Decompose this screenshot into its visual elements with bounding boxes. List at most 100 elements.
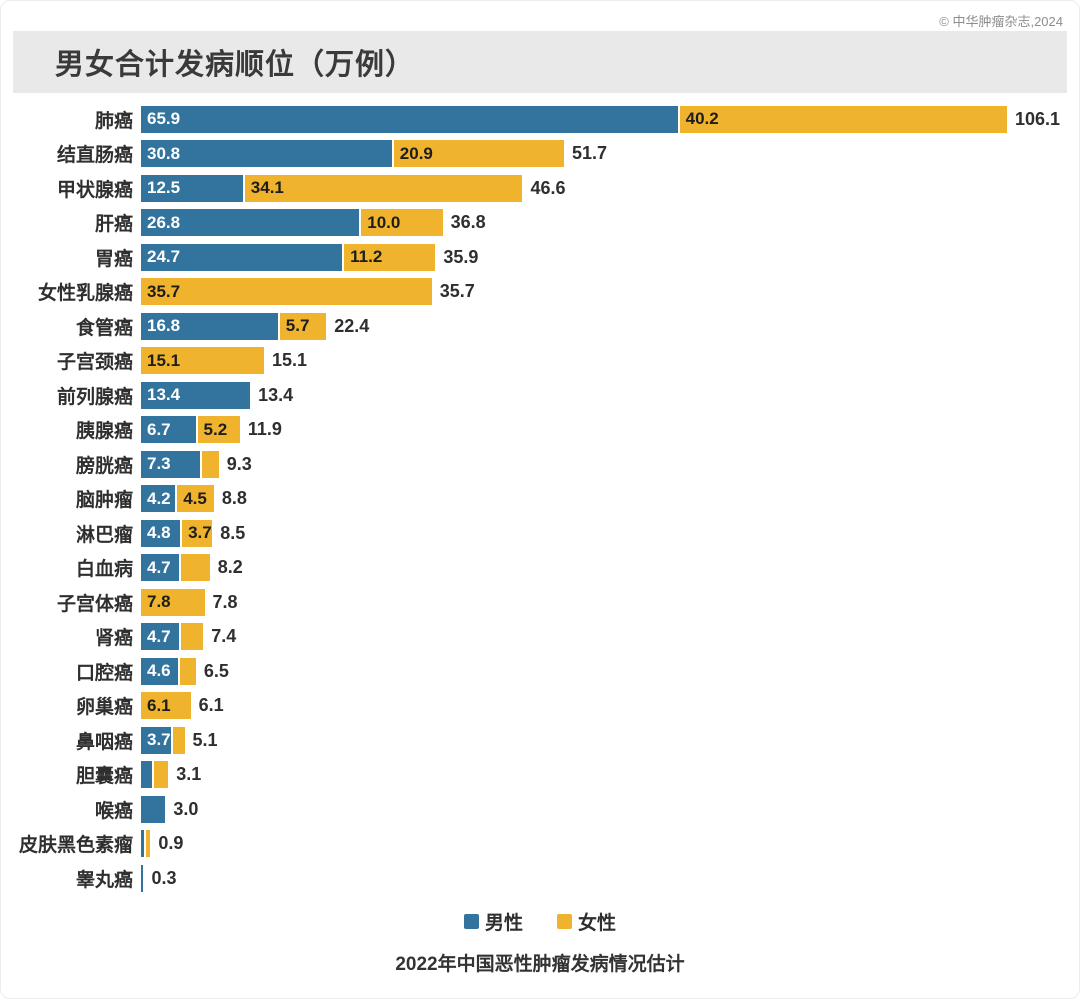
male-bar-segment-value: 6.7 [147, 419, 171, 439]
row-label: 结直肠癌 [56, 145, 133, 167]
total-value-label: 6.1 [198, 695, 224, 716]
female-bar-segment-value: 7.8 [147, 592, 171, 612]
male-bar-segment: 26.8 [141, 209, 360, 237]
row-label: 喉癌 [94, 800, 133, 822]
bar-row: 卵巢癌 6.1 6.1 [1, 689, 1079, 724]
legend-item-male: 男性 [463, 908, 523, 935]
female-bar-segment [173, 726, 185, 754]
stacked-bar [141, 830, 151, 858]
bar-row: 甲状腺癌 12.5 34.1 46.6 [1, 171, 1079, 206]
female-bar-segment [146, 830, 151, 858]
row-label: 胃癌 [94, 248, 133, 270]
male-bar-segment-value: 4.7 [147, 557, 171, 577]
female-bar-segment [202, 450, 219, 478]
total-value-label: 8.5 [220, 522, 246, 543]
chart-title: 男女合计发病顺位（万例） [55, 49, 416, 81]
female-bar-segment: 5.7 [279, 312, 327, 340]
total-value-label: 22.4 [334, 315, 370, 336]
male-bar-segment-value: 4.8 [147, 523, 171, 543]
bar-chart: 肺癌 65.9 40.2 106.1 结直肠癌 30.8 20.9 51.7 甲状腺癌 12.5 3… [1, 102, 1079, 896]
female-bar-segment: 11.2 [344, 243, 436, 271]
stacked-bar: 4.2 4.5 [141, 485, 214, 513]
male-bar-segment-value: 4.2 [147, 488, 171, 508]
female-bar-segment: 7.8 [141, 588, 205, 616]
bar-row: 肺癌 65.9 40.2 106.1 [1, 102, 1079, 137]
bar-row: 胰腺癌 6.7 5.2 11.9 [1, 413, 1079, 448]
male-bar-segment-value: 26.8 [147, 212, 181, 232]
stacked-bar: 7.3 [141, 450, 219, 478]
legend-item-female: 女性 [557, 908, 616, 935]
bar-row: 食管癌 16.8 5.7 22.4 [1, 309, 1079, 344]
bar-row: 子宫体癌 7.8 7.8 [1, 585, 1079, 620]
female-color-swatch [557, 913, 572, 929]
female-bar-segment: 5.2 [197, 416, 240, 444]
row-label: 肝癌 [94, 214, 133, 236]
total-value-label: 3.0 [173, 798, 199, 819]
male-bar-segment: 24.7 [141, 243, 343, 271]
total-value-label: 51.7 [571, 143, 608, 164]
row-label: 食管癌 [75, 317, 133, 339]
stacked-bar: 35.7 [141, 278, 432, 306]
female-bar-segment-value: 35.7 [147, 281, 181, 301]
total-value-label: 36.8 [450, 212, 486, 233]
male-bar-segment: 4.2 [141, 485, 176, 513]
male-bar-segment: 4.8 [141, 519, 181, 547]
total-value-label: 9.3 [226, 453, 252, 474]
female-bar-segment-value: 5.7 [285, 316, 310, 336]
male-bar-segment [141, 830, 145, 858]
total-value-label: 11.9 [247, 419, 282, 440]
male-bar-segment: 4.7 [141, 554, 180, 582]
female-bar-segment-value: 20.9 [399, 143, 433, 163]
legend: 男性 女性 [1, 908, 1079, 935]
total-value-label: 7.4 [211, 626, 237, 647]
legend-label-female: 女性 [578, 912, 617, 934]
male-bar-segment-value: 7.3 [147, 454, 171, 474]
stacked-bar [141, 864, 144, 892]
stacked-bar: 24.7 11.2 [141, 243, 436, 271]
bar-row: 前列腺癌 13.4 13.4 [1, 378, 1079, 413]
stacked-bar: 3.7 [141, 726, 185, 754]
female-bar-segment: 20.9 [393, 140, 564, 168]
row-label: 皮肤黑色素瘤 [18, 835, 133, 857]
stacked-bar: 30.8 20.9 [141, 140, 564, 168]
total-value-label: 35.7 [439, 281, 475, 302]
female-bar-segment-value: 10.0 [367, 212, 401, 232]
row-label: 淋巴瘤 [75, 524, 133, 546]
stacked-bar: 7.8 [141, 588, 205, 616]
female-bar-segment-value: 4.5 [183, 488, 207, 508]
stacked-bar: 13.4 [141, 381, 251, 409]
bar-row: 肝癌 26.8 10.0 36.8 [1, 206, 1079, 241]
male-bar-segment-value: 4.7 [147, 626, 171, 646]
stacked-bar: 15.1 [141, 347, 264, 375]
total-value-label: 106.1 [1014, 108, 1061, 129]
row-label: 子宫体癌 [56, 593, 133, 615]
bar-row: 淋巴瘤 4.8 3.7 8.5 [1, 516, 1079, 551]
stacked-bar: 16.8 5.7 [141, 312, 327, 340]
total-value-label: 0.9 [158, 833, 184, 854]
male-bar-segment: 4.7 [141, 623, 180, 651]
female-bar-segment [181, 623, 204, 651]
male-bar-segment: 16.8 [141, 312, 278, 340]
bar-row: 胃癌 24.7 11.2 35.9 [1, 240, 1079, 275]
male-bar-segment-value: 16.8 [147, 316, 181, 336]
bar-row: 结直肠癌 30.8 20.9 51.7 [1, 137, 1079, 172]
male-bar-segment: 4.6 [141, 657, 179, 685]
stacked-bar: 12.5 34.1 [141, 174, 523, 202]
row-label: 卵巢癌 [75, 697, 133, 719]
row-label: 口腔癌 [75, 662, 133, 684]
stacked-bar: 4.7 [141, 554, 210, 582]
total-value-label: 46.6 [530, 177, 566, 198]
male-bar-segment [141, 864, 144, 892]
male-bar-segment-value: 24.7 [147, 247, 181, 267]
female-bar-segment-value: 34.1 [250, 178, 284, 198]
bar-row: 膀胱癌 7.3 9.3 [1, 447, 1079, 482]
stacked-bar: 4.6 [141, 657, 196, 685]
bar-row: 胆囊癌 3.1 [1, 758, 1079, 793]
male-bar-segment-value: 30.8 [147, 143, 181, 163]
row-label: 脑肿瘤 [75, 490, 133, 512]
male-bar-segment: 65.9 [141, 105, 678, 133]
female-bar-segment: 10.0 [361, 209, 443, 237]
stacked-bar: 65.9 40.2 [141, 105, 1007, 133]
total-value-label: 35.9 [443, 246, 479, 267]
